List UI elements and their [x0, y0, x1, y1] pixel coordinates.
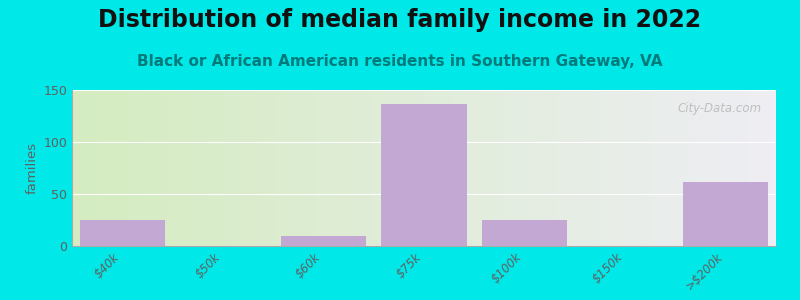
Bar: [482, 220, 567, 246]
Text: Distribution of median family income in 2022: Distribution of median family income in …: [98, 8, 702, 31]
Bar: [281, 236, 366, 246]
Text: Black or African American residents in Southern Gateway, VA: Black or African American residents in S…: [138, 54, 662, 69]
Y-axis label: families: families: [26, 142, 39, 194]
Bar: [683, 182, 769, 246]
Bar: [79, 220, 165, 246]
Text: City-Data.com: City-Data.com: [678, 103, 762, 116]
Bar: [382, 103, 466, 246]
